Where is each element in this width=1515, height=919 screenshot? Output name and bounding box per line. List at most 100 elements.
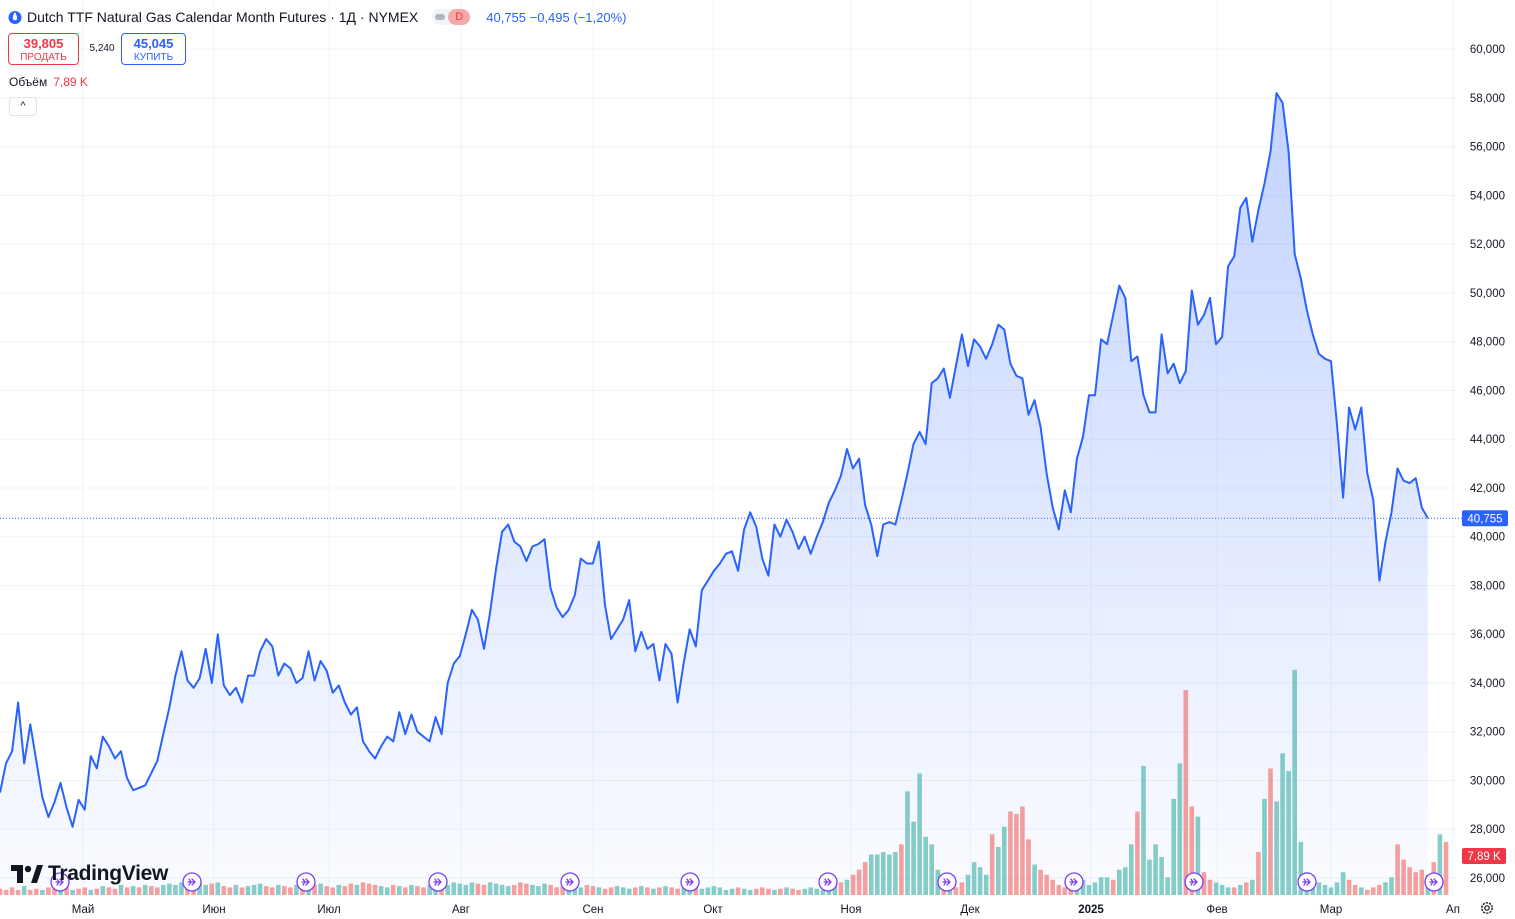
event-marker-icon[interactable]: [1184, 872, 1204, 892]
gear-icon[interactable]: [1480, 901, 1494, 915]
event-marker-icon[interactable]: [296, 872, 316, 892]
event-marker-icon[interactable]: [50, 872, 70, 892]
y-tick-label: 44,000: [1470, 434, 1505, 446]
volume-bar: [1322, 884, 1328, 895]
sell-button[interactable]: 39,805 ПРОДАТЬ: [8, 33, 79, 65]
volume-bar: [554, 887, 559, 895]
event-marker-icon[interactable]: [1297, 872, 1317, 892]
price-line: [0, 92, 1429, 828]
instrument-title[interactable]: Dutch TTF Natural Gas Calendar Month Fut…: [27, 9, 419, 25]
y-tick-label: 28,000: [1470, 824, 1505, 836]
volume-bar: [1352, 884, 1358, 895]
volume-bar: [1280, 753, 1285, 895]
last-volume-badge: [1462, 848, 1506, 864]
volume-bar: [1014, 814, 1019, 895]
last-price-label: 40,755: [1467, 513, 1502, 525]
event-marker-icon[interactable]: [1064, 872, 1084, 892]
y-tick-label: 58,000: [1470, 93, 1505, 105]
price-change: 40,755 −0,495 (−1,20%): [486, 9, 627, 25]
volume-bar: [1098, 877, 1104, 895]
volume-bar: [929, 844, 934, 895]
volume-bar: [445, 884, 450, 895]
volume-bar: [808, 887, 813, 895]
event-marker-icon[interactable]: [182, 872, 202, 892]
volume-bar: [1159, 857, 1164, 895]
volume-bar: [645, 887, 650, 895]
volume-bar: [536, 886, 541, 895]
buy-price: 45,045: [133, 36, 174, 51]
volume-bar: [548, 884, 553, 895]
x-tick-label: Ап: [1446, 904, 1460, 916]
volume-bar: [1346, 879, 1352, 895]
time-axis[interactable]: Май Июн Июл Авг Сен Окт Ноя Дек 2025 Фев Мар Ап: [72, 904, 1460, 916]
volume-bar: [1244, 882, 1249, 896]
y-tick-label: 30,000: [1470, 775, 1505, 787]
volume-bar: [741, 888, 747, 895]
volume-bar: [856, 869, 862, 895]
volume-bar: [46, 887, 51, 895]
volume-bar: [1395, 844, 1400, 895]
event-marker-icon[interactable]: [818, 872, 838, 892]
y-tick-label: 46,000: [1470, 385, 1505, 397]
volume-bar: [106, 887, 112, 895]
volume-legend[interactable]: Объём 7,89 K: [9, 75, 88, 89]
last-volume-label: 7,89 K: [1467, 851, 1501, 863]
volume-bar: [70, 889, 75, 895]
event-marker-icon[interactable]: [1424, 872, 1444, 892]
x-tick-label: Дек: [960, 904, 980, 916]
tradingview-logo[interactable]: TradingView: [11, 862, 168, 886]
volume-bar: [971, 862, 977, 895]
event-marker-icon[interactable]: [937, 872, 957, 892]
event-markers[interactable]: [50, 872, 1444, 892]
volume-bar: [602, 888, 608, 895]
volume-bar: [1165, 877, 1170, 895]
volume-bar: [257, 883, 263, 895]
event-marker-icon[interactable]: [680, 872, 700, 892]
volume-bar: [1056, 884, 1062, 895]
x-tick-label: Мар: [1320, 904, 1343, 916]
volume-bar: [475, 883, 481, 895]
volume-bar: [1062, 887, 1068, 895]
y-tick-label: 34,000: [1470, 678, 1505, 690]
price-area: [0, 93, 1428, 896]
tradingview-logo-text: TradingView: [48, 862, 169, 885]
buy-button[interactable]: 45,045 КУПИТЬ: [121, 33, 186, 65]
volume-bar: [626, 888, 632, 895]
y-tick-label: 54,000: [1470, 190, 1505, 202]
volume-bar: [324, 886, 329, 895]
volume-bar: [360, 882, 366, 896]
flame-icon: [8, 11, 22, 24]
volume-bar: [1437, 834, 1443, 895]
collapse-legend-button[interactable]: ^: [9, 97, 37, 116]
volume-bar: [76, 888, 81, 895]
volume-bar: [390, 884, 396, 895]
event-marker-icon[interactable]: [428, 872, 448, 892]
volume-bar: [82, 887, 87, 895]
volume-bar: [34, 888, 39, 895]
volume-bar: [251, 884, 257, 895]
price-axis[interactable]: 26,000 28,000 30,000 32,000 34,000 36,000 38,0…: [0, 44, 1508, 885]
volume-bar: [88, 889, 94, 895]
sell-label: ПРОДАТЬ: [20, 52, 67, 63]
volume-bar: [1407, 867, 1412, 895]
volume-bar: [699, 888, 705, 895]
volume-bar: [203, 884, 208, 895]
volume-bar: [1238, 884, 1243, 895]
market-status-toggle[interactable]: D: [432, 9, 471, 25]
volume-bar: [1092, 882, 1098, 896]
spread-value: 5,240: [89, 43, 115, 54]
volume-bar: [1274, 801, 1279, 895]
volume-bar: [1383, 882, 1388, 896]
volume-bar: [294, 884, 299, 895]
volume-bar: [3, 889, 9, 895]
volume-bar: [0, 888, 3, 895]
volume-bar: [318, 883, 323, 895]
event-marker-icon[interactable]: [560, 872, 580, 892]
volume-bars: [0, 669, 1449, 896]
volume-bar: [288, 887, 293, 895]
volume-bar: [1038, 869, 1043, 895]
x-tick-label: Авг: [452, 904, 470, 916]
volume-bar: [221, 886, 227, 895]
volume-bar: [524, 883, 529, 895]
